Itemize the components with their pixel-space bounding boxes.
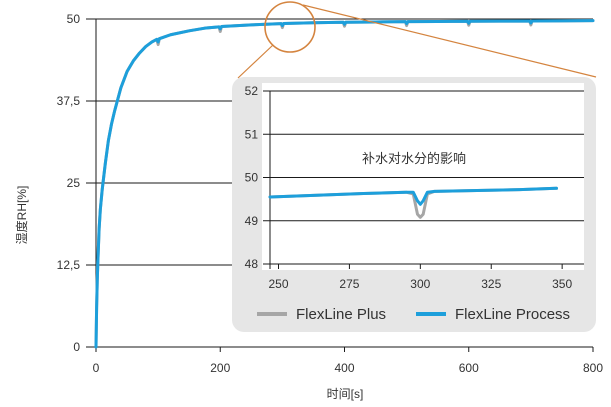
- inset-x-tick-label: 325: [481, 277, 501, 291]
- main-x-tick-label: 400: [334, 361, 354, 375]
- legend-label-flexline-plus: FlexLine Plus: [296, 306, 386, 323]
- inset-grid: [263, 90, 584, 269]
- zoom-indicator: [237, 1, 597, 79]
- inset-series-line-flexline-process: [268, 186, 558, 206]
- main-tick-labels: 0 12,5 25 37,5 50 0 200 400 600 800: [57, 12, 604, 375]
- main-y-tick-label: 0: [73, 340, 80, 354]
- inset-x-tick-label: 300: [410, 277, 430, 291]
- legend: FlexLine Plus FlexLine Process: [257, 306, 570, 323]
- main-x-tick-label: 200: [210, 361, 230, 375]
- inset-tick-labels: 48 49 50 51 52 250 275 300 325 350: [245, 84, 573, 291]
- main-y-tick-label: 50: [67, 12, 81, 26]
- inset-panel: 48 49 50 51 52 250 275 300 325 350 补水对水分的影响 FlexL…: [232, 77, 596, 332]
- inset-y-tick-label: 52: [245, 84, 259, 98]
- main-series: [94, 19, 595, 349]
- main-y-tick-label: 25: [67, 176, 81, 190]
- legend-label-flexline-process: FlexLine Process: [455, 306, 570, 323]
- y-axis-label: 湿度RH[%]: [14, 186, 29, 245]
- inset-y-tick-label: 48: [245, 257, 259, 271]
- inset-x-tick-label: 275: [339, 277, 359, 291]
- zoom-connector-right: [302, 4, 597, 78]
- main-x-tick-label: 0: [93, 361, 100, 375]
- inset-y-tick-label: 50: [245, 171, 259, 185]
- zoom-connector-left: [237, 44, 274, 79]
- inset-x-tick-label: 250: [268, 277, 288, 291]
- main-y-tick-label: 37,5: [57, 94, 81, 108]
- inset-title: 补水对水分的影响: [362, 151, 466, 166]
- inset-series: [268, 186, 558, 219]
- main-x-tick-label: 800: [583, 361, 603, 375]
- main-x-tick-label: 600: [459, 361, 479, 375]
- inset-y-tick-label: 51: [245, 127, 259, 141]
- inset-x-tick-label: 350: [552, 277, 572, 291]
- inset-plot-area: [262, 83, 584, 270]
- x-axis-label: 时间[s]: [327, 387, 364, 401]
- series-line-flexline-process: [94, 19, 595, 349]
- zoom-circle: [264, 1, 316, 53]
- main-y-tick-label: 12,5: [57, 258, 81, 272]
- inset-y-tick-label: 49: [245, 214, 259, 228]
